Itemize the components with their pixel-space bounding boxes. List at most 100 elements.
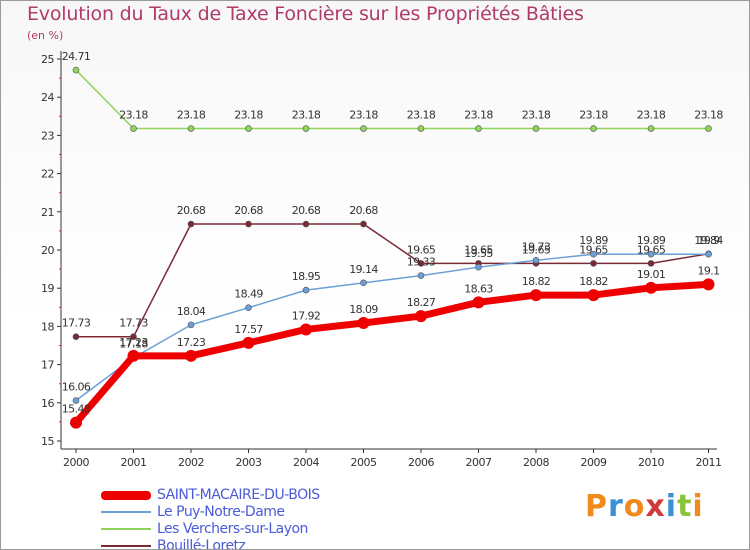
legend-swatch [101,511,151,513]
x-tick-label: 2000 [63,456,89,469]
data-label: 23.18 [234,109,263,122]
data-point [705,250,712,258]
data-point [360,125,367,132]
data-point [72,66,80,74]
data-label: 20.68 [349,204,378,217]
x-tick-label: 2010 [638,456,664,469]
x-tick-label: 2008 [523,456,549,469]
data-label: 18.09 [349,303,378,316]
data-label: 18.63 [464,282,493,295]
data-point [130,125,137,132]
legend-label: SAINT-MACAIRE-DU-BOIS [157,487,320,503]
data-label: 23.18 [464,109,493,122]
series-line [75,69,709,130]
data-label: 23.18 [637,109,666,122]
data-label: 20.68 [177,204,206,217]
series-les-verchers-sur-layon: 24.71 23.18 23.18 23.18 23.18 23.18 23.18 23.18… [62,50,724,132]
data-point [532,125,540,132]
data-label: 24.71 [62,50,91,63]
proxiti-logo: Proxiti [585,489,704,524]
y-tick-label: 18 [41,320,54,333]
data-label: 23.18 [349,109,378,122]
data-point [245,304,252,311]
data-point [472,296,485,309]
data-point [72,333,80,341]
data-point [72,397,80,404]
data-label: 19.33 [407,256,436,269]
data-point [187,125,195,132]
data-point [70,416,82,429]
data-label: 19.65 [464,243,493,256]
data-point [645,281,657,294]
x-tick-label: 2003 [236,456,262,469]
data-label: 16.06 [62,381,91,394]
x-tick-label: 2011 [696,456,722,469]
y-tick-label: 16 [41,397,54,410]
data-point [187,321,195,329]
data-point [185,349,197,362]
data-point [187,220,195,228]
data-label: 23.18 [119,109,148,122]
data-label: 18.04 [177,305,206,318]
y-tick-label: 17 [41,359,54,372]
legend-label: Bouillé-Loretz [157,538,246,550]
data-label: 19.65 [522,243,551,256]
legend-swatch [101,490,151,500]
legend-swatch [101,545,151,547]
data-point [532,257,540,264]
series-saint-macaire-du-bois: 15.48 17.23 17.23 17.57 17.92 18.09 18.27 18.63… [62,264,720,429]
data-point [530,289,542,302]
series-line [76,223,709,338]
data-point [302,286,310,294]
data-point [130,333,137,341]
data-point [417,125,425,132]
data-point [245,125,252,132]
data-point [587,289,600,302]
data-label: 19.55 [464,247,493,260]
data-point [705,125,712,132]
data-label: 19.89 [637,234,666,247]
data-point [360,220,367,228]
data-label: 17.57 [234,323,263,336]
logo-letter: i [692,489,704,524]
legend-label: Le Puy-Notre-Dame [157,504,285,520]
data-label: 19.84 [694,234,723,247]
x-tick-label: 2005 [351,456,377,469]
series-line [75,253,709,402]
logo-letter: r [608,489,624,524]
data-point [360,279,367,287]
x-tick-label: 2002 [178,456,204,469]
data-label: 18.49 [234,288,263,301]
logo-letter: i [665,489,678,524]
data-label: 23.18 [579,109,608,122]
data-label: 18.82 [579,275,608,288]
data-label: 17.73 [62,317,91,330]
y-tick-label: 20 [41,244,54,257]
data-point [647,260,655,267]
data-label: 19.89 [579,234,608,247]
data-label: 19.1 [697,264,719,277]
data-point [417,260,425,267]
y-tick-label: 19 [41,282,54,295]
data-point [302,125,310,132]
data-label: 17.23 [119,336,148,349]
data-label: 15.48 [62,403,91,416]
data-label: 20.68 [292,204,321,217]
data-label: 17.18 [119,338,148,351]
data-point [415,310,427,323]
series-le-puy-notre-dame: 16.06 17.18 18.04 18.49 18.95 19.14 19.33 19.55… [62,234,724,404]
data-label: 20.68 [234,204,263,217]
y-unit-label: (en %) [27,29,64,42]
logo-letter: t [677,489,693,524]
data-point [590,250,597,258]
x-tick-label: 2009 [581,456,607,469]
y-tick-label: 24 [41,91,54,104]
data-point [302,220,310,228]
y-tick-label: 21 [41,206,54,219]
data-label: 23.18 [177,109,206,122]
data-point [647,250,655,258]
data-label: 18.82 [522,275,551,288]
data-label: 19.65 [637,243,666,256]
legend-label: Les Verchers-sur-Layon [157,521,308,537]
